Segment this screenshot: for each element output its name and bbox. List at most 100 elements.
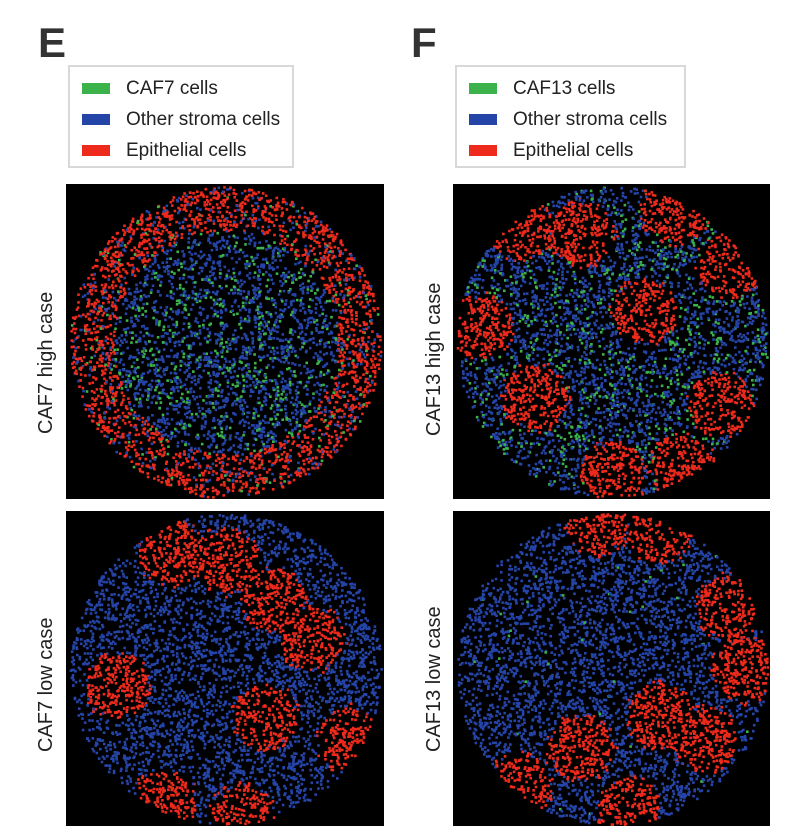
cell-dot [257, 391, 261, 395]
cell-dot [281, 212, 284, 216]
cell-dot [223, 363, 226, 367]
cell-dot [360, 336, 364, 340]
cell-dot [102, 274, 105, 278]
cell-dot [271, 446, 274, 450]
cell-dot [292, 226, 295, 229]
cell-dot [218, 365, 222, 369]
cell-dot [269, 288, 272, 291]
cell-dot [225, 415, 229, 418]
cell-dot [144, 315, 148, 318]
cell-dot [330, 376, 334, 379]
cell-dot [124, 281, 128, 285]
cell-dot [241, 409, 245, 412]
cell-dot [227, 337, 230, 341]
cell-dot [226, 206, 230, 209]
cell-dot [124, 441, 128, 444]
cell-dot [280, 453, 284, 456]
cell-dot [88, 328, 91, 331]
cell-dot [149, 779, 152, 782]
cell-dot [324, 245, 327, 249]
cell-dot [231, 391, 235, 395]
cell-dot [288, 384, 292, 387]
cell-dot [140, 378, 143, 382]
cell-dot [133, 290, 137, 294]
cell-dot [84, 326, 87, 330]
cell-dot [213, 426, 217, 430]
cell-dot [245, 319, 248, 323]
cell-dot [253, 244, 256, 248]
cell-dot [237, 305, 240, 308]
cell-dot [226, 188, 229, 191]
cell-dot [152, 364, 156, 367]
cell-dot [281, 211, 284, 214]
cell-dot [289, 459, 292, 462]
cell-dot [73, 365, 76, 369]
cell-dot [286, 386, 290, 389]
cell-dot [205, 358, 209, 361]
cell-dot [274, 417, 278, 421]
cell-dot [362, 291, 365, 295]
cell-dot [331, 358, 334, 362]
cell-dot [261, 209, 265, 213]
cell-dot [281, 377, 285, 380]
cell-dot [312, 432, 315, 435]
cell-dot [121, 399, 125, 403]
cell-dot [314, 585, 317, 589]
cell-dot [324, 406, 327, 409]
cell-dot [294, 250, 297, 254]
cell-dot [352, 353, 356, 356]
cell-dot [111, 312, 115, 315]
cell-dot [141, 221, 144, 224]
cell-dot [171, 471, 174, 475]
cell-dot [275, 204, 278, 207]
cell-dot [177, 196, 181, 200]
cell-dot [245, 819, 248, 823]
cell-dot [218, 285, 222, 288]
cell-dot [100, 419, 104, 422]
cell-dot [265, 380, 268, 384]
cell-dot [137, 381, 141, 385]
cell-dot [339, 293, 342, 296]
cell-dot [333, 237, 337, 241]
cell-dot [315, 343, 319, 347]
cell-dot [215, 302, 219, 306]
cell-dot [306, 381, 310, 384]
green-swatch [469, 83, 497, 94]
cell-dot [307, 321, 310, 324]
cell-dot [261, 231, 265, 235]
cell-dot [184, 433, 187, 436]
cell-dot [140, 215, 144, 218]
legend-label: Other stroma cells [513, 108, 668, 130]
cell-dot [246, 648, 250, 651]
cell-dot [209, 209, 212, 212]
cell-dot [303, 411, 307, 415]
cell-dot [331, 276, 334, 279]
cell-dot [162, 724, 165, 728]
cell-dot [220, 286, 223, 290]
cell-dot [184, 294, 187, 297]
cell-dot [151, 353, 155, 357]
cell-dot [139, 743, 142, 746]
cell-dot [226, 490, 230, 494]
cell-dot [111, 236, 115, 239]
cell-dot [359, 393, 363, 396]
cell-dot [187, 344, 191, 348]
cell-dot [286, 459, 289, 462]
cell-dot [269, 395, 272, 398]
cell-dot [159, 384, 163, 387]
cell-dot [182, 475, 185, 478]
cell-dot [219, 350, 223, 354]
cell-dot [273, 329, 276, 332]
cell-dot [305, 425, 308, 429]
cell-dot [147, 269, 151, 273]
cell-dot [205, 629, 208, 632]
cell-dot [113, 348, 116, 352]
cell-dot [282, 574, 285, 578]
cell-dot [270, 379, 274, 383]
cell-dot [295, 392, 298, 396]
cell-dot [167, 434, 170, 438]
cell-dot [205, 275, 209, 278]
cell-dot [95, 397, 98, 401]
cell-dot [267, 311, 270, 314]
cell-dot [143, 422, 147, 426]
